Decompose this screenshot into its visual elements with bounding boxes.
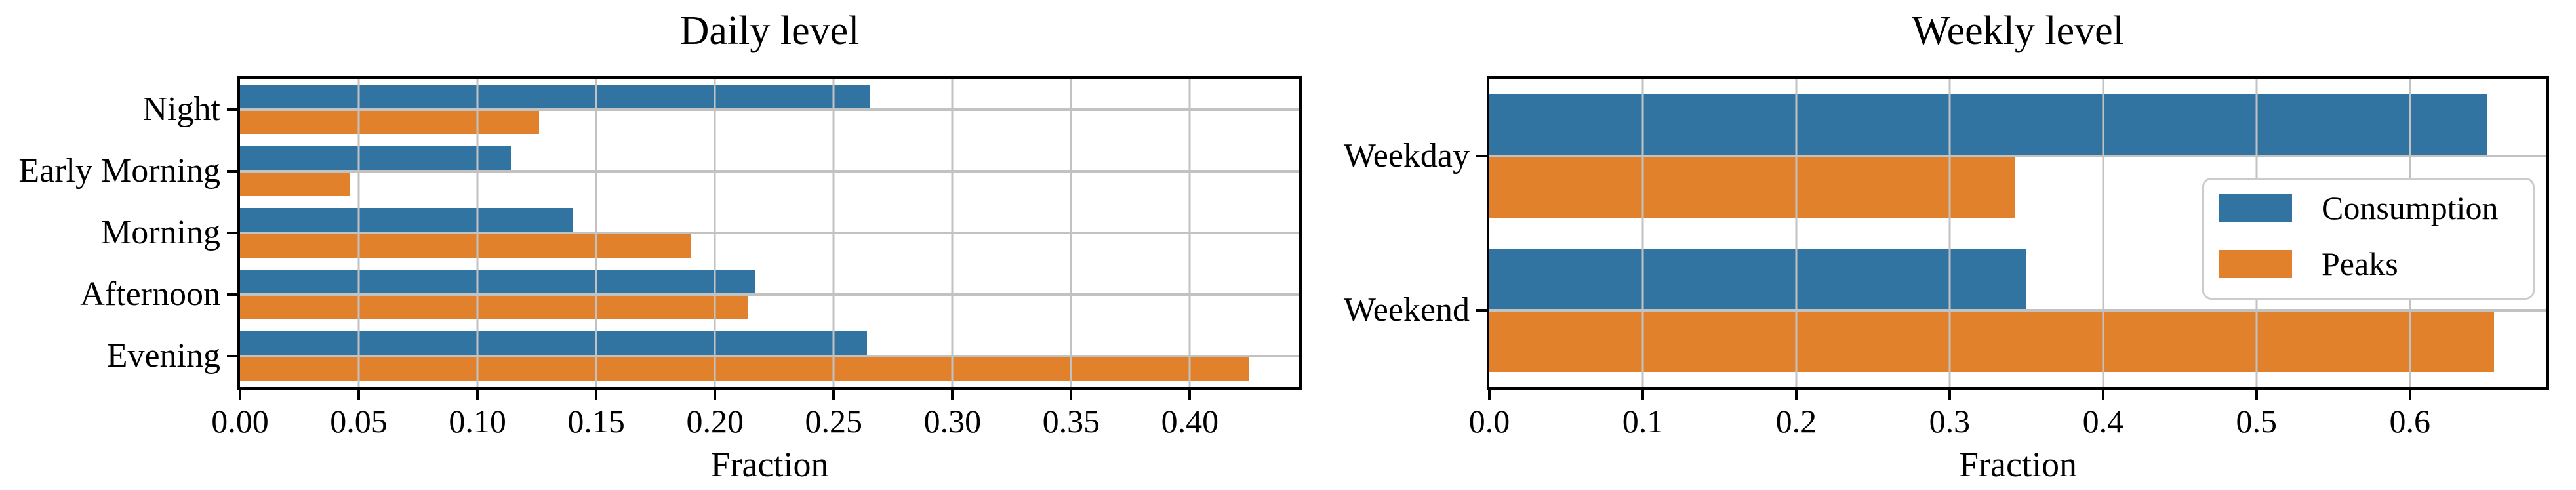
y-tick-label: Weekend — [1343, 291, 1470, 329]
y-tick-mark — [227, 355, 237, 357]
legend-label: Consumption — [2322, 190, 2499, 226]
y-tick-mark — [1476, 154, 1487, 157]
y-tick-label: Evening — [106, 337, 220, 375]
horizontal-gridline — [240, 293, 1299, 296]
bar-peaks-early-morning — [240, 171, 350, 196]
x-tick-mark — [357, 390, 361, 400]
bar-peaks-afternoon — [240, 295, 748, 319]
y-tick-mark — [227, 293, 237, 296]
horizontal-gridline — [240, 108, 1299, 111]
x-tick-label: 0.2 — [1775, 403, 1817, 439]
x-tick-label: 0.6 — [2389, 403, 2431, 439]
bar-peaks-weekend — [1489, 310, 2495, 372]
horizontal-gridline — [240, 170, 1299, 173]
consumption-swatch-icon — [2219, 194, 2292, 222]
x-tick-mark — [1070, 390, 1073, 400]
chart-title: Weekly level — [1912, 9, 2124, 53]
x-axis-label: Fraction — [710, 445, 829, 484]
x-tick-label: 0.25 — [805, 403, 863, 439]
x-tick-label: 0.10 — [449, 403, 506, 439]
daily-chart: Daily level 0.00 0.05 0.10 0.15 0.20 0.25 0.30… — [18, 9, 1302, 483]
x-tick-label: 0.40 — [1161, 403, 1219, 439]
x-tick-mark — [951, 390, 954, 400]
y-tick-label: Weekday — [1343, 136, 1470, 174]
bar-peaks-weekday — [1489, 155, 2016, 218]
x-tick-label: 0.00 — [211, 403, 269, 439]
x-tick-mark — [1188, 390, 1192, 400]
bar-consumption-early-morning — [240, 146, 511, 171]
y-tick-mark — [227, 170, 237, 173]
x-tick-label: 0.3 — [1929, 403, 1971, 439]
x-tick-label: 0.05 — [330, 403, 388, 439]
vertical-gridline — [1948, 79, 1951, 387]
x-tick-mark — [2101, 390, 2104, 400]
y-tick-mark — [227, 108, 237, 111]
x-tick-label: 0.20 — [686, 403, 744, 439]
x-tick-label: 0.35 — [1042, 403, 1100, 439]
bar-peaks-evening — [240, 356, 1249, 381]
bar-peaks-morning — [240, 233, 691, 258]
bar-consumption-afternoon — [240, 270, 755, 295]
y-tick-label: Night — [142, 91, 220, 128]
x-tick-label: 0.15 — [567, 403, 625, 439]
legend-item: Peaks — [2219, 245, 2527, 282]
x-tick-mark — [1948, 390, 1951, 400]
x-tick-label: 0.0 — [1468, 403, 1510, 439]
x-tick-mark — [476, 390, 479, 400]
x-tick-label: 0.4 — [2082, 403, 2124, 439]
x-tick-mark — [714, 390, 717, 400]
bar-consumption-weekday — [1489, 94, 2487, 156]
x-tick-mark — [1641, 390, 1644, 400]
chart-title: Daily level — [679, 9, 860, 53]
x-axis-label: Fraction — [1959, 445, 2077, 484]
x-tick-mark — [1488, 390, 1491, 400]
bar-consumption-weekend — [1489, 248, 2026, 310]
x-tick-mark — [239, 390, 241, 400]
vertical-gridline — [1641, 79, 1644, 387]
legend: Consumption Peaks — [2202, 178, 2535, 300]
x-tick-label: 0.5 — [2236, 403, 2278, 439]
legend-label: Peaks — [2322, 245, 2398, 282]
x-tick-mark — [2408, 390, 2411, 400]
bar-consumption-morning — [240, 208, 573, 233]
x-tick-mark — [2255, 390, 2258, 400]
y-tick-mark — [227, 232, 237, 234]
horizontal-gridline — [240, 232, 1299, 234]
x-tick-mark — [832, 390, 835, 400]
x-tick-mark — [1794, 390, 1798, 400]
vertical-gridline — [1795, 79, 1798, 387]
bar-consumption-night — [240, 85, 870, 110]
weekly-chart: Weekly level 0.0 0.1 0.2 0.3 0.4 0.5 0.6 Weekda… — [1344, 9, 2549, 483]
x-tick-label: 0.1 — [1622, 403, 1664, 439]
y-tick-label: Morning — [101, 214, 220, 251]
bar-peaks-night — [240, 110, 540, 134]
vertical-gridline — [2102, 79, 2104, 387]
y-tick-mark — [1476, 308, 1487, 312]
x-tick-mark — [595, 390, 598, 400]
x-tick-label: 0.30 — [923, 403, 982, 439]
horizontal-gridline — [1489, 308, 2546, 312]
bar-consumption-evening — [240, 331, 867, 356]
legend-item: Consumption — [2219, 190, 2527, 226]
peaks-swatch-icon — [2219, 250, 2292, 278]
y-tick-label: Early Morning — [18, 152, 220, 190]
y-tick-label: Afternoon — [80, 276, 220, 313]
horizontal-gridline — [240, 355, 1299, 357]
horizontal-gridline — [1489, 154, 2546, 157]
